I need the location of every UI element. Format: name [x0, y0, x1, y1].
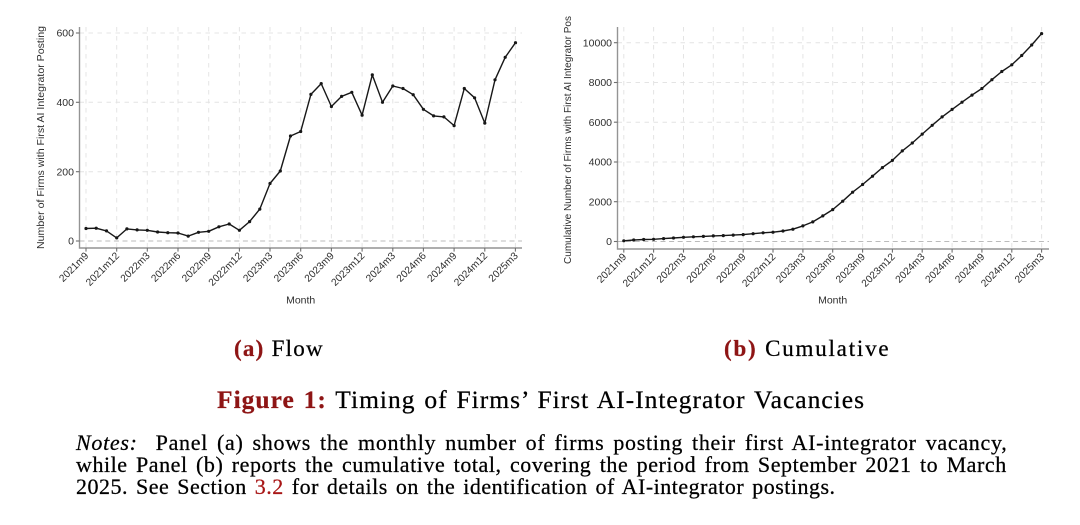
svg-text:Cumulative Number of Firms wit: Cumulative Number of Firms with First AI… — [562, 16, 574, 264]
svg-text:0: 0 — [68, 236, 74, 248]
svg-text:2022m6: 2022m6 — [685, 252, 719, 286]
svg-text:2024m12: 2024m12 — [452, 251, 490, 289]
svg-text:2021m12: 2021m12 — [84, 251, 122, 289]
svg-text:2022m3: 2022m3 — [119, 251, 153, 285]
svg-text:Month: Month — [286, 295, 315, 307]
svg-text:2025m3: 2025m3 — [1013, 252, 1047, 286]
svg-text:2022m6: 2022m6 — [150, 251, 184, 285]
svg-text:2022m12: 2022m12 — [207, 251, 245, 289]
svg-text:200: 200 — [56, 166, 74, 178]
svg-text:10000: 10000 — [583, 37, 612, 49]
svg-text:2025m3: 2025m3 — [487, 251, 521, 285]
svg-text:8000: 8000 — [589, 77, 613, 89]
svg-text:2024m3: 2024m3 — [364, 251, 398, 285]
svg-text:2000: 2000 — [589, 196, 613, 208]
svg-text:2024m3: 2024m3 — [894, 252, 928, 286]
svg-text:2024m6: 2024m6 — [924, 252, 958, 286]
svg-text:2023m3: 2023m3 — [774, 252, 808, 286]
svg-text:2023m6: 2023m6 — [804, 252, 838, 286]
svg-text:6000: 6000 — [589, 117, 613, 129]
svg-text:400: 400 — [56, 97, 74, 109]
svg-text:Month: Month — [818, 295, 847, 307]
svg-text:4000: 4000 — [589, 157, 613, 169]
svg-text:Number of Firms with First AI: Number of Firms with First AI Integrator… — [35, 26, 47, 249]
svg-text:2023m3: 2023m3 — [242, 251, 276, 285]
svg-text:2023m6: 2023m6 — [272, 251, 306, 285]
svg-text:2024m6: 2024m6 — [395, 251, 429, 285]
svg-text:0: 0 — [606, 236, 612, 248]
svg-text:2023m12: 2023m12 — [330, 251, 368, 289]
svg-text:600: 600 — [56, 28, 74, 40]
svg-text:2022m3: 2022m3 — [655, 252, 689, 286]
svg-text:2024m12: 2024m12 — [979, 252, 1017, 290]
